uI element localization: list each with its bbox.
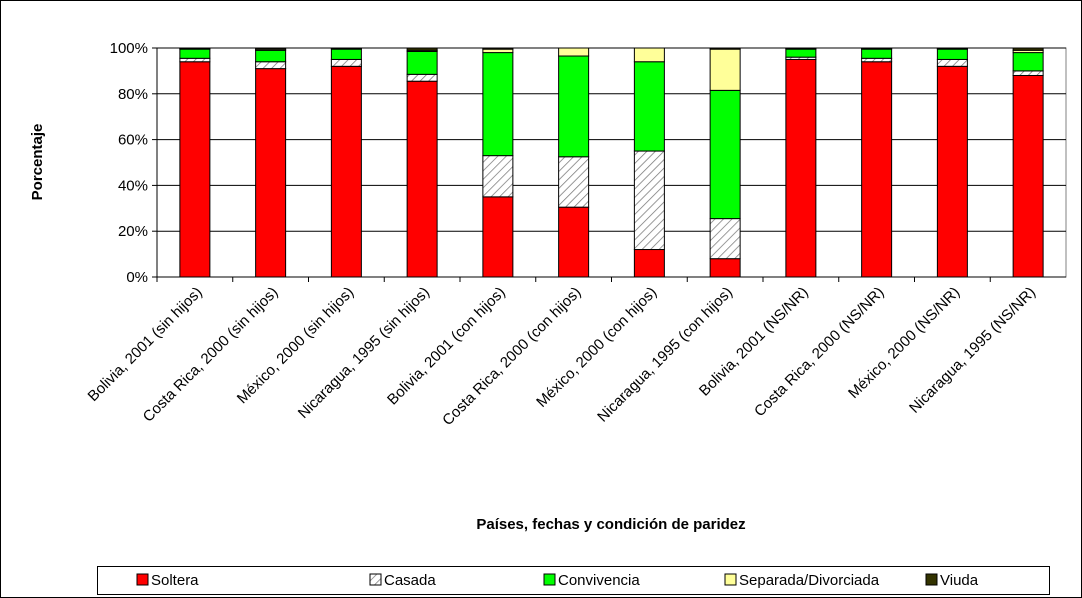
bar-segment — [255, 68, 287, 278]
bar-segment — [482, 47, 514, 50]
y-axis-title: Porcentaje — [29, 124, 46, 201]
legend-swatch — [543, 573, 556, 586]
bar-segment — [633, 249, 665, 278]
bar-segment — [709, 89, 741, 220]
bar-segment — [936, 58, 968, 67]
bar-segment — [558, 206, 590, 278]
bar-segment — [1012, 52, 1044, 72]
bar-segment — [1012, 74, 1044, 278]
y-tick-label: 60% — [118, 132, 148, 149]
bar-segment — [255, 61, 287, 70]
y-tick-label: 100% — [110, 40, 148, 57]
bar-segment — [709, 47, 741, 50]
bar-segment — [936, 48, 968, 60]
bar-segment — [179, 48, 211, 59]
bar-segment — [482, 155, 514, 198]
bar-segment — [406, 50, 438, 75]
y-tick-label: 80% — [118, 86, 148, 103]
legend-label: Casada — [384, 572, 436, 589]
bar-segment — [482, 48, 514, 54]
bar-segment — [785, 48, 817, 58]
bar-segment — [709, 218, 741, 260]
y-tick-label: 40% — [118, 177, 148, 194]
bar-segment — [861, 61, 893, 278]
bar-segment — [406, 80, 438, 278]
bar-segment — [255, 47, 287, 50]
bar-segment — [179, 57, 211, 63]
y-tick-label: 0% — [126, 269, 148, 286]
bar-segment — [482, 196, 514, 278]
bar-segment — [1012, 70, 1044, 76]
x-axis-title: Países, fechas y condición de paridez — [476, 516, 745, 533]
bar-segment — [406, 73, 438, 82]
legend-label: Viuda — [940, 572, 979, 589]
legend-label: Soltera — [151, 572, 199, 589]
bar-segment — [709, 258, 741, 278]
bar-segment — [633, 150, 665, 251]
bar-segment — [633, 47, 665, 63]
bar-segment — [179, 61, 211, 278]
bar-segment — [406, 47, 438, 51]
bar-segment — [861, 57, 893, 63]
legend-swatch — [925, 573, 938, 586]
legend-swatch — [136, 573, 149, 586]
legend — [97, 566, 1050, 595]
bar-segment — [330, 48, 362, 60]
bar-segment — [861, 48, 893, 59]
legend-label: Convivencia — [558, 572, 640, 589]
bar-segment — [330, 58, 362, 67]
bar-segment — [785, 58, 817, 278]
bar-segment — [482, 52, 514, 157]
bar-segment — [633, 61, 665, 152]
bar-segment — [330, 65, 362, 278]
bar-segment — [558, 47, 590, 57]
bar-segment — [558, 156, 590, 208]
plot-area — [156, 47, 1067, 278]
bar-segment — [558, 55, 590, 158]
bar-segment — [255, 49, 287, 63]
y-tick-label: 20% — [118, 223, 148, 240]
bar-segment — [936, 65, 968, 278]
bar-segment — [709, 48, 741, 91]
legend-label: Separada/Divorciada — [739, 572, 880, 589]
legend-swatch — [369, 573, 382, 586]
legend-swatch — [724, 573, 737, 586]
bar-segment — [1012, 47, 1044, 51]
